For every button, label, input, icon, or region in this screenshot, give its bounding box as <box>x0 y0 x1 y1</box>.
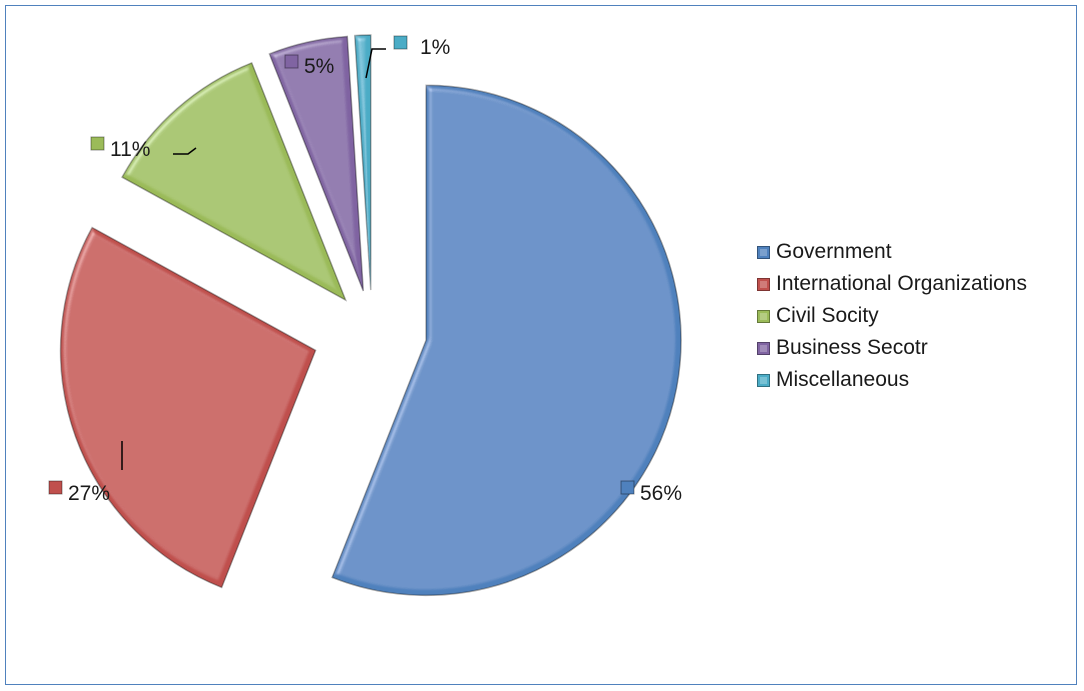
legend-swatch <box>757 309 770 323</box>
legend-swatch <box>757 341 770 355</box>
data-label-government: 56% <box>640 482 682 505</box>
data-label-swatch-government <box>620 480 635 495</box>
legend-item-miscellaneous: Miscellaneous <box>757 364 1027 396</box>
leader-lines <box>121 48 386 470</box>
pie-slices <box>59 34 682 597</box>
legend-item-civil-socity: Civil Socity <box>757 300 1027 332</box>
pie-slice-miscellaneous <box>353 34 372 291</box>
pie-slice-civil-socity <box>121 61 348 302</box>
data-label-swatch-business-secotr <box>284 54 299 69</box>
data-label-business-secotr: 5% <box>304 55 334 78</box>
legend-label: Business Secotr <box>776 336 928 359</box>
data-label-civil-socity: 11% <box>110 138 150 161</box>
legend-label: International Organizations <box>776 272 1027 295</box>
pie-slice-business-secotr <box>268 35 365 292</box>
data-label-swatch-international-organizations <box>48 480 63 495</box>
pie-slice-government <box>331 84 682 597</box>
legend-label: Civil Socity <box>776 304 879 327</box>
data-label-swatch-miscellaneous <box>393 35 408 50</box>
data-labels: 56% 27% 11% 5% 1% <box>48 35 682 505</box>
legend-swatch <box>757 245 770 259</box>
data-label-swatch-civil-socity <box>90 136 105 151</box>
legend: Government International Organizations Civ… <box>757 236 1027 396</box>
leader-line-miscellaneous <box>365 48 386 79</box>
legend-swatch <box>757 373 770 387</box>
legend-item-government: Government <box>757 236 1027 268</box>
legend-swatch <box>757 277 770 291</box>
data-label-international-organizations: 27% <box>68 482 110 505</box>
legend-item-business-secotr: Business Secotr <box>757 332 1027 364</box>
legend-label: Miscellaneous <box>776 368 910 391</box>
legend-item-international-organizations: International Organizations <box>757 268 1027 300</box>
leader-line-civil-socity <box>173 147 197 155</box>
data-label-miscellaneous: 1% <box>420 36 450 59</box>
pie-slice-international-organizations <box>59 226 317 589</box>
legend-label: Government <box>776 240 892 263</box>
